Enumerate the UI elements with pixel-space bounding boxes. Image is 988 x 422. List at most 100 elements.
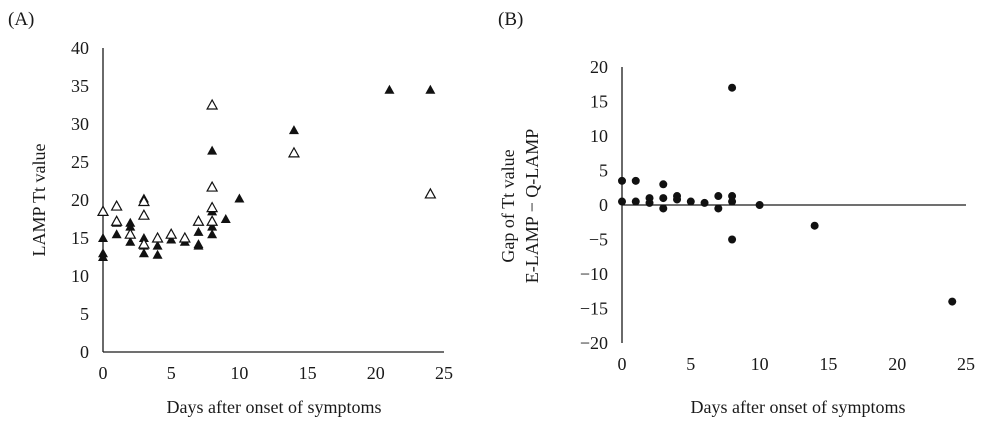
panel-b-y-axis-label-line2: E-LAMP − Q-LAMP	[522, 129, 542, 284]
panel-b-y-axis-label-line1: Gap of Tt value	[498, 149, 518, 262]
panel-b-data-point-circle	[700, 198, 709, 207]
panel-b-data-point-circle	[755, 201, 764, 209]
panel-a-data-point-filled-triangle	[125, 221, 136, 231]
panel-b-x-tick-label: 10	[751, 354, 769, 374]
panel-a-data-point-open-triangle	[178, 231, 191, 243]
panel-a-x-tick-label: 25	[435, 363, 453, 383]
panel-a-data-point-open-triangle	[110, 215, 123, 226]
panel-a-data-point-open-triangle	[206, 215, 219, 226]
panel-b-data-point-circle	[948, 297, 957, 306]
panel-a-data-point-filled-triangle	[384, 84, 395, 94]
panel-b-axes: 20 15 10 5 0 −5 −10 −15 −20 0 5 10 15 20 25	[580, 57, 975, 374]
panel-a-x-tick-label: 20	[367, 363, 385, 383]
panel-a-data-point-open-triangle	[424, 187, 437, 199]
panel-b-data-point-circle	[728, 83, 737, 92]
panel-b-data-point-circle	[810, 221, 819, 230]
panel-b-y-tick-label: 20	[590, 57, 608, 77]
panel-a-data-point-filled-triangle	[138, 248, 149, 258]
panel-a-data-point-open-triangle	[192, 215, 205, 226]
panel-a-data-point-open-triangle	[165, 227, 178, 239]
panel-b-data-point-circle	[714, 192, 723, 201]
panel-a-x-axis-label: Days after onset of symptoms	[167, 397, 382, 417]
panel-a-x-tick-label: 10	[230, 363, 248, 383]
panel-a-data-point-filled-triangle	[152, 240, 163, 250]
panel-b-y-tick-label: 15	[590, 92, 608, 112]
panel-b-data-point-circle	[728, 192, 737, 201]
panel-a-data-point-filled-triangle	[288, 125, 299, 135]
panel-a-data-point-open-triangle	[124, 227, 137, 239]
panel-b-data-point-circle	[618, 197, 626, 206]
panel-a-data-point-filled-triangle	[166, 234, 177, 244]
panel-a-data-point-open-triangle	[151, 231, 164, 243]
panel-a-y-axis-label: LAMP Tt value	[29, 143, 49, 256]
panel-a-data-point-filled-triangle	[125, 236, 136, 246]
panel-a-y-tick-label: 35	[71, 76, 89, 96]
panel-a-data-point-filled-triangle	[152, 249, 163, 259]
panel-b-data-point-circle	[728, 197, 737, 206]
panel-a-data-point-open-triangle	[287, 146, 300, 158]
panel-b-label: (B)	[498, 9, 523, 30]
panel-a-y-tick-label: 25	[71, 152, 89, 172]
panel-a-data-point-filled-triangle	[98, 252, 108, 261]
panel-b-y-tick-label: 10	[590, 126, 608, 146]
panel-a-data-point-open-triangle	[110, 199, 123, 211]
panel-a-data-point-open-triangle	[137, 195, 150, 207]
panel-b-y-tick-label: −15	[580, 299, 608, 319]
panel-a-y-tick-label: 10	[71, 266, 89, 286]
panel-b-x-tick-label: 15	[819, 354, 837, 374]
panel-a-data-point-open-triangle	[137, 237, 150, 249]
panel-a-data-point-open-triangle	[206, 201, 219, 213]
panel-b-data-point-circle	[645, 198, 654, 207]
panel-b-data-point-circle	[618, 176, 626, 185]
panel-b-x-tick-label: 0	[618, 354, 627, 374]
panel-a-data-point-open-triangle	[206, 98, 219, 110]
panel-a-marks	[96, 84, 437, 261]
panel-a-y-tick-label: 20	[71, 190, 89, 210]
panel-a-label: (A)	[8, 9, 34, 30]
panel-a-y-tick-label: 30	[71, 114, 89, 134]
panel-b-data-point-circle	[659, 204, 668, 213]
panel-b-marks	[618, 83, 957, 306]
panel-a-data-point-open-triangle	[206, 180, 219, 192]
panel-a-data-point-filled-triangle	[138, 233, 149, 242]
panel-a-data-point-filled-triangle	[207, 221, 218, 231]
panel-a-data-point-filled-triangle	[111, 229, 122, 239]
panel-a-axes: 0 5 10 15 20 25 30 35 40 0 5 10 15 20 25	[71, 38, 453, 383]
panel-a-data-point-filled-triangle	[207, 145, 218, 155]
panel-a-x-tick-label: 15	[299, 363, 317, 383]
panel-b-data-point-circle	[631, 197, 640, 206]
panel-a-data-point-filled-triangle	[220, 214, 231, 223]
panel-b-data-point-circle	[714, 204, 723, 213]
panel-a-data-point-filled-triangle	[193, 240, 204, 250]
panel-a-y-tick-label: 5	[80, 304, 89, 324]
panel-a-data-point-open-triangle	[137, 208, 150, 220]
panel-b-x-axis-label: Days after onset of symptoms	[691, 397, 906, 417]
panel-a-y-tick-label: 0	[80, 342, 89, 362]
panel-b-x-tick-label: 20	[888, 354, 906, 374]
panel-b-data-point-circle	[686, 197, 695, 206]
panel-a-data-point-open-triangle	[96, 205, 110, 216]
panel-a-data-point-filled-triangle	[193, 226, 204, 236]
panel-a-y-tick-label: 40	[71, 38, 89, 58]
panel-b-data-point-circle	[728, 235, 737, 244]
panel-a: (A) LAMP Tt value Days after onset of sy…	[8, 9, 453, 417]
panel-a-y-tick-label: 15	[71, 228, 89, 248]
panel-b-y-tick-label: −20	[580, 333, 608, 353]
panel-b-data-point-circle	[659, 194, 668, 203]
panel-a-data-point-filled-triangle	[234, 193, 245, 203]
panel-b-data-point-circle	[659, 180, 668, 189]
panel-a-data-point-filled-triangle	[98, 233, 108, 242]
panel-a-x-tick-label: 0	[99, 363, 108, 383]
panel-a-data-point-filled-triangle	[207, 229, 218, 239]
panel-a-data-point-filled-triangle	[425, 84, 436, 94]
panel-b-x-tick-label: 5	[686, 354, 695, 374]
panel-b-y-tick-label: −5	[589, 230, 608, 250]
panel-b-y-tick-label: 5	[599, 161, 608, 181]
panel-a-x-tick-label: 5	[167, 363, 176, 383]
panel-b-data-point-circle	[631, 176, 640, 185]
panel-b-y-tick-label: 0	[599, 195, 608, 215]
panel-b-data-point-circle	[673, 195, 682, 204]
panel-b: (B) Gap of Tt value E-LAMP − Q-LAMP Days…	[498, 9, 975, 417]
